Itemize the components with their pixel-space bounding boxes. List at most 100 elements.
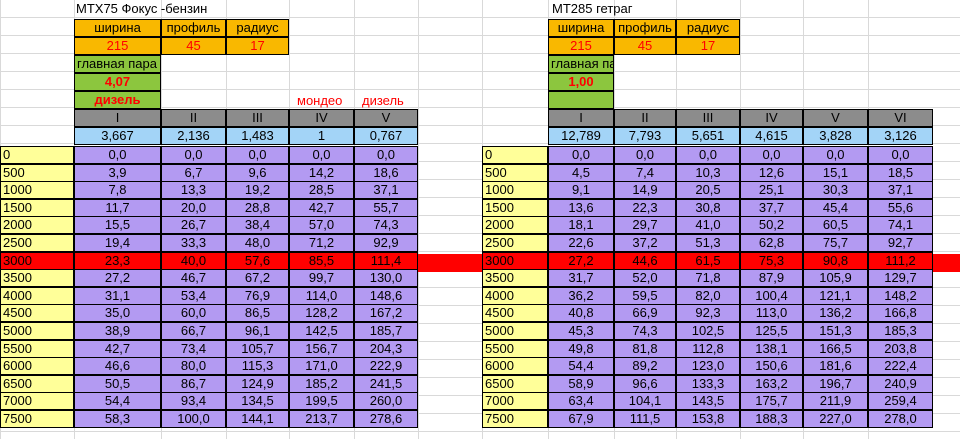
left-final-drive-value[interactable]: 4,07 <box>74 73 161 91</box>
right-speed-cell[interactable]: 138,1 <box>740 340 803 358</box>
left-speed-cell[interactable]: 92,9 <box>354 234 418 252</box>
right-speed-cell[interactable]: 278,0 <box>868 410 933 428</box>
left-speed-cell[interactable]: 85,5 <box>289 252 354 270</box>
right-speed-cell[interactable]: 0,0 <box>868 146 933 164</box>
right-speed-cell[interactable]: 30,3 <box>803 181 868 199</box>
right-speed-cell[interactable]: 22,3 <box>614 199 676 217</box>
left-speed-cell[interactable]: 0,0 <box>74 146 161 164</box>
right-speed-cell[interactable]: 92,3 <box>676 304 740 322</box>
right-tire-value-2[interactable]: 45 <box>614 37 676 55</box>
right-speed-cell[interactable]: 196,7 <box>803 375 868 393</box>
right-speed-cell[interactable]: 81,8 <box>614 340 676 358</box>
right-speed-cell[interactable]: 111,2 <box>868 252 933 270</box>
left-speed-cell[interactable]: 33,3 <box>161 234 226 252</box>
right-speed-cell[interactable]: 62,8 <box>740 234 803 252</box>
right-speed-cell[interactable]: 4,5 <box>548 164 614 182</box>
right-speed-cell[interactable]: 44,6 <box>614 252 676 270</box>
left-speed-cell[interactable]: 167,2 <box>354 304 418 322</box>
left-speed-cell[interactable]: 6,7 <box>161 164 226 182</box>
left-speed-cell[interactable]: 96,1 <box>226 322 289 340</box>
right-speed-cell[interactable]: 123,0 <box>676 357 740 375</box>
right-speed-cell[interactable]: 37,1 <box>868 181 933 199</box>
left-speed-cell[interactable]: 185,7 <box>354 322 418 340</box>
right-speed-cell[interactable]: 60,5 <box>803 216 868 234</box>
left-speed-cell[interactable]: 260,0 <box>354 392 418 410</box>
left-speed-cell[interactable]: 86,7 <box>161 375 226 393</box>
right-speed-cell[interactable]: 240,9 <box>868 375 933 393</box>
right-speed-cell[interactable]: 111,5 <box>614 410 676 428</box>
left-speed-cell[interactable]: 134,5 <box>226 392 289 410</box>
left-speed-cell[interactable]: 11,7 <box>74 199 161 217</box>
right-ratio-6[interactable]: 3,126 <box>868 127 933 145</box>
right-speed-cell[interactable]: 188,3 <box>740 410 803 428</box>
left-speed-cell[interactable]: 93,4 <box>161 392 226 410</box>
right-speed-cell[interactable]: 49,8 <box>548 340 614 358</box>
left-ratio-2[interactable]: 2,136 <box>161 127 226 145</box>
right-speed-cell[interactable]: 45,3 <box>548 322 614 340</box>
left-speed-cell[interactable]: 27,2 <box>74 269 161 287</box>
right-speed-cell[interactable]: 51,3 <box>676 234 740 252</box>
left-speed-cell[interactable]: 60,0 <box>161 304 226 322</box>
left-speed-cell[interactable]: 35,0 <box>74 304 161 322</box>
left-speed-cell[interactable]: 48,0 <box>226 234 289 252</box>
right-speed-cell[interactable]: 163,2 <box>740 375 803 393</box>
left-speed-cell[interactable]: 18,6 <box>354 164 418 182</box>
left-speed-cell[interactable]: 37,1 <box>354 181 418 199</box>
left-speed-cell[interactable]: 55,7 <box>354 199 418 217</box>
left-speed-cell[interactable]: 19,4 <box>74 234 161 252</box>
right-speed-cell[interactable]: 50,2 <box>740 216 803 234</box>
left-speed-cell[interactable]: 54,4 <box>74 392 161 410</box>
right-speed-cell[interactable]: 41,0 <box>676 216 740 234</box>
right-speed-cell[interactable]: 10,3 <box>676 164 740 182</box>
right-speed-cell[interactable]: 52,0 <box>614 269 676 287</box>
left-speed-cell[interactable]: 142,5 <box>289 322 354 340</box>
left-speed-cell[interactable]: 19,2 <box>226 181 289 199</box>
left-speed-cell[interactable]: 57,6 <box>226 252 289 270</box>
right-speed-cell[interactable]: 27,2 <box>548 252 614 270</box>
left-speed-cell[interactable]: 3,9 <box>74 164 161 182</box>
right-speed-cell[interactable]: 153,8 <box>676 410 740 428</box>
right-speed-cell[interactable]: 105,9 <box>803 269 868 287</box>
left-speed-cell[interactable]: 76,9 <box>226 287 289 305</box>
right-ratio-2[interactable]: 7,793 <box>614 127 676 145</box>
right-speed-cell[interactable]: 136,2 <box>803 304 868 322</box>
right-speed-cell[interactable]: 63,4 <box>548 392 614 410</box>
right-speed-cell[interactable]: 112,8 <box>676 340 740 358</box>
right-speed-cell[interactable]: 31,7 <box>548 269 614 287</box>
right-speed-cell[interactable]: 185,3 <box>868 322 933 340</box>
right-speed-cell[interactable]: 7,4 <box>614 164 676 182</box>
left-speed-cell[interactable]: 38,4 <box>226 216 289 234</box>
left-speed-cell[interactable]: 130,0 <box>354 269 418 287</box>
left-speed-cell[interactable]: 185,2 <box>289 375 354 393</box>
right-speed-cell[interactable]: 0,0 <box>676 146 740 164</box>
right-speed-cell[interactable]: 92,7 <box>868 234 933 252</box>
right-speed-cell[interactable]: 89,2 <box>614 357 676 375</box>
left-speed-cell[interactable]: 199,5 <box>289 392 354 410</box>
left-speed-cell[interactable]: 241,5 <box>354 375 418 393</box>
left-speed-cell[interactable]: 46,6 <box>74 357 161 375</box>
left-speed-cell[interactable]: 66,7 <box>161 322 226 340</box>
left-speed-cell[interactable]: 57,0 <box>289 216 354 234</box>
right-tire-value-3[interactable]: 17 <box>676 37 740 55</box>
right-speed-cell[interactable]: 104,1 <box>614 392 676 410</box>
left-speed-cell[interactable]: 171,0 <box>289 357 354 375</box>
left-speed-cell[interactable]: 50,5 <box>74 375 161 393</box>
right-speed-cell[interactable]: 113,0 <box>740 304 803 322</box>
right-speed-cell[interactable]: 61,5 <box>676 252 740 270</box>
right-speed-cell[interactable]: 59,5 <box>614 287 676 305</box>
right-speed-cell[interactable]: 74,3 <box>614 322 676 340</box>
left-speed-cell[interactable]: 148,6 <box>354 287 418 305</box>
left-speed-cell[interactable]: 0,0 <box>226 146 289 164</box>
left-tire-value-3[interactable]: 17 <box>226 37 289 55</box>
left-tire-value-2[interactable]: 45 <box>161 37 226 55</box>
left-speed-cell[interactable]: 114,0 <box>289 287 354 305</box>
right-speed-cell[interactable]: 25,1 <box>740 181 803 199</box>
right-speed-cell[interactable]: 211,9 <box>803 392 868 410</box>
left-ratio-4[interactable]: 1 <box>289 127 354 145</box>
right-speed-cell[interactable]: 14,9 <box>614 181 676 199</box>
left-speed-cell[interactable]: 0,0 <box>161 146 226 164</box>
right-speed-cell[interactable]: 36,2 <box>548 287 614 305</box>
left-speed-cell[interactable]: 26,7 <box>161 216 226 234</box>
left-speed-cell[interactable]: 53,4 <box>161 287 226 305</box>
right-speed-cell[interactable]: 18,5 <box>868 164 933 182</box>
